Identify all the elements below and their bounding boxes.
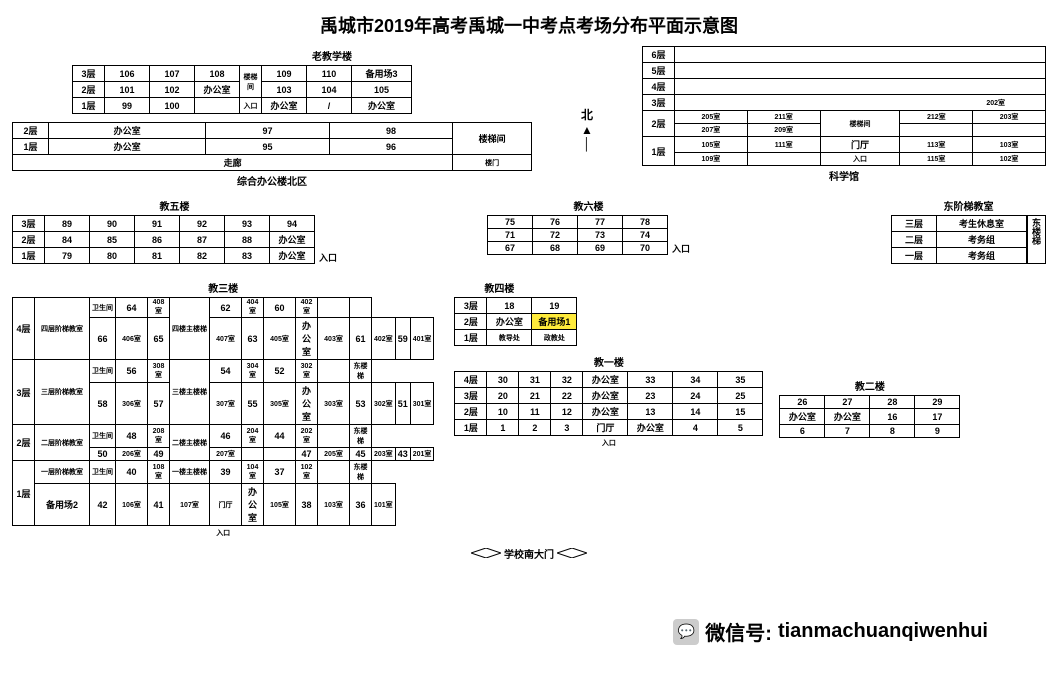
zonghe-table: 2层 办公室 97 98 楼梯间 1层 办公室 95 96 走廊 楼门 [12,122,532,171]
kexueguan-table: 6层 5层 4层 3层202室 2层 205室 211室 楼梯间 212室 20… [642,46,1046,166]
jiaosan-label: 教三楼 [12,280,434,295]
kexueguan-label: 科学馆 [642,168,1046,183]
laojiaoxuelou-label: 老教学楼 [132,48,532,63]
compass-north: 北 [562,106,612,123]
jiaosi-label: 教四楼 [484,280,1046,295]
gate-row: 学校南大门 [12,546,1046,561]
jiaosi-table: 3层1819 2层办公室备用场1 1层教导处政教处 [454,297,577,346]
dongjieti-table: 三层考生休息室 二层考务组 一层考务组 [891,215,1027,264]
laojiaoxuelou-table: 3层 106 107 108 楼梯间 109 110 备用场3 2层 101 1… [72,65,412,114]
compass-arrow: ▲│ [562,123,612,151]
jiaosan-table: 4层 四层阶梯教室 卫生间 64408室 四楼主楼梯 62404室 60402室… [12,297,434,526]
jiaoliu-label: 教六楼 [487,198,690,213]
jiaoyi-label: 教一楼 [454,354,763,369]
dongjieti-label: 东阶梯教室 [891,198,1046,213]
page-title: 禹城市2019年高考禹城一中考点考场分布平面示意图 [12,12,1046,38]
zonghe-label: 综合办公楼北区 [12,173,532,188]
jiaowu5-label: 教五楼 [12,198,337,213]
wechat-icon: 💬 [673,619,699,645]
jiaoliu-table: 75767778 71727374 67686970 [487,215,668,255]
jiaoyi-table: 4层303132办公室333435 3层202122办公室232425 2层10… [454,371,763,436]
jiaoer-label: 教二楼 [779,378,960,393]
watermark: 💬 微信号: tianmachuanqiwenhui [673,617,988,646]
jiaoer-table: 26272829 办公室办公室1617 6789 [779,395,960,438]
jiaowu5-table: 3层899091929394 2层8485868788办公室 1层7980818… [12,215,315,264]
